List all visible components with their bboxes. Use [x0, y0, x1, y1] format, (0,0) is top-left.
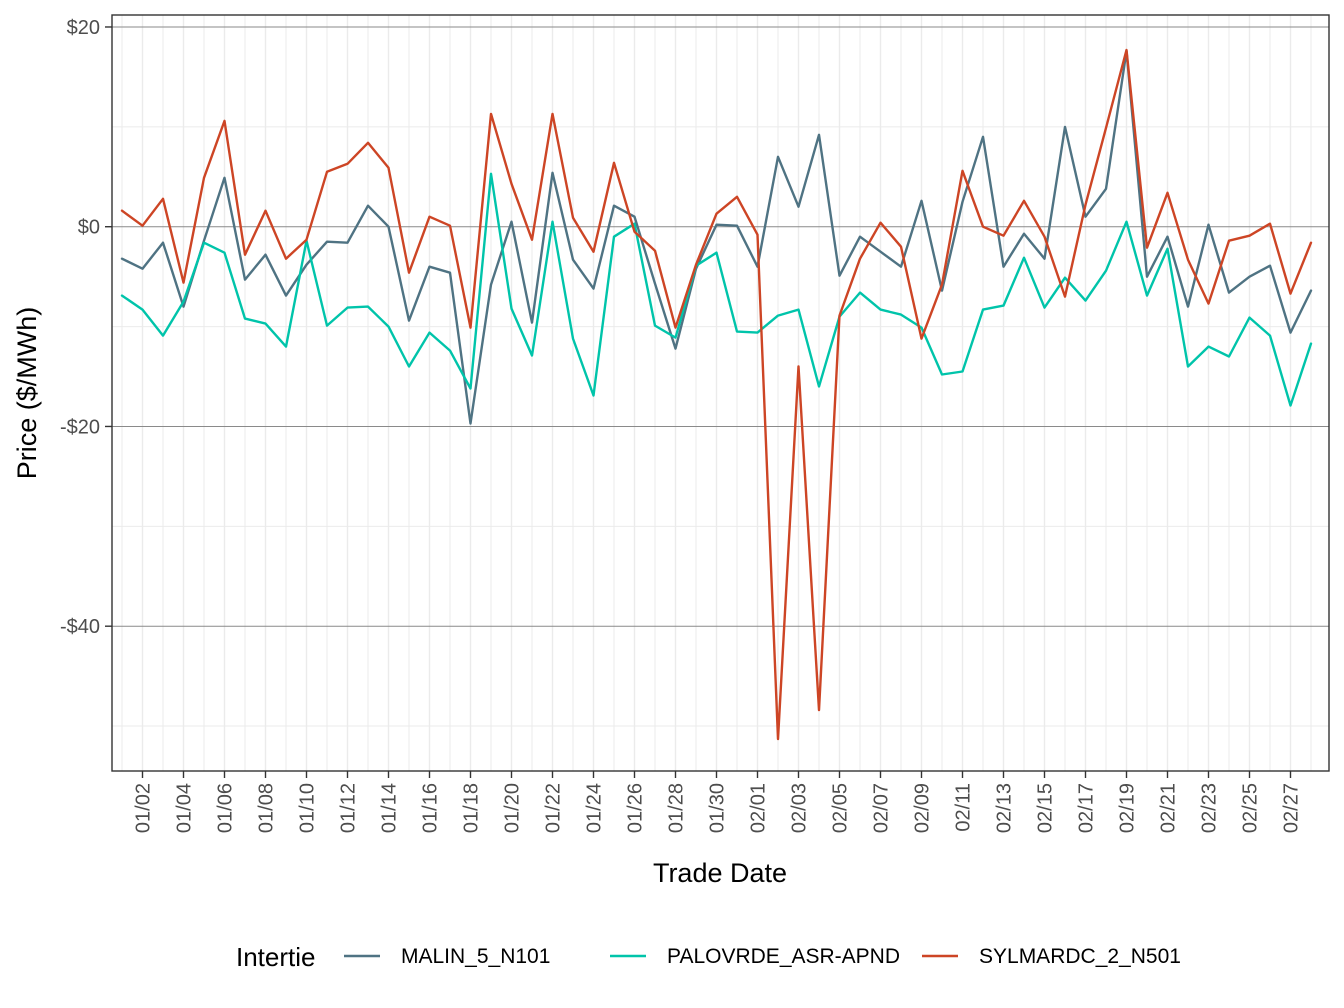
legend-label: PALOVRDE_ASR-APND [667, 945, 900, 968]
x-tick-label: 02/11 [953, 783, 975, 832]
series-lines [120, 48, 1313, 741]
x-axis-title: Trade Date [653, 858, 787, 888]
major-x-gridlines [141, 15, 1292, 771]
series-line-palovrde-asr-apnd [120, 172, 1313, 407]
x-tick-label: 02/03 [789, 783, 811, 833]
x-tick-label: 01/14 [379, 783, 401, 833]
y-tick-label: $0 [78, 217, 100, 239]
x-tick-label: 02/23 [1199, 783, 1221, 833]
x-tick-label: 01/28 [666, 783, 688, 833]
plot-border [111, 14, 1330, 772]
y-tick-label: -$20 [60, 416, 100, 438]
x-axis: 01/02 01/04 01/06 01/08 01/10 01/12 01/14 01/16… [133, 771, 1303, 833]
minor-x-gridlines [121, 15, 1312, 771]
y-tick-label: -$40 [60, 616, 100, 638]
x-tick-label: 01/04 [174, 783, 196, 833]
x-tick-label: 01/30 [707, 783, 729, 833]
x-tick-label: 02/17 [1076, 783, 1098, 833]
x-tick-label: 02/13 [994, 783, 1016, 833]
legend-label: SYLMARDC_2_N501 [979, 945, 1181, 968]
x-tick-label: 01/18 [461, 783, 483, 833]
x-tick-label: 02/15 [1035, 783, 1057, 833]
x-tick-label: 01/12 [338, 783, 360, 833]
x-tick-label: 02/19 [1117, 783, 1139, 833]
x-tick-label: 01/02 [133, 783, 155, 833]
x-tick-label: 01/24 [584, 783, 606, 833]
y-axis: $20 $0 -$20 -$40 [60, 17, 112, 638]
x-tick-label: 01/10 [297, 783, 319, 833]
x-tick-label: 02/27 [1281, 783, 1303, 833]
x-tick-label: 01/22 [543, 783, 565, 833]
x-tick-label: 02/01 [748, 783, 770, 833]
x-tick-label: 01/16 [420, 783, 442, 833]
plot-background [112, 15, 1329, 771]
x-tick-label: 01/06 [215, 783, 237, 833]
x-tick-label: 01/20 [502, 783, 524, 833]
y-tick-label: $20 [67, 17, 100, 39]
major-y-gridlines [112, 26, 1329, 627]
series-line-sylmardc-2-n501 [120, 48, 1313, 741]
x-tick-label: 01/26 [625, 783, 647, 833]
y-axis-title: Price ($/MWh) [12, 307, 42, 480]
legend-title: Intertie [236, 942, 316, 972]
x-tick-label: 01/08 [256, 783, 278, 833]
series-line-malin-5-n101 [120, 49, 1313, 425]
x-tick-label: 02/05 [830, 783, 852, 833]
legend: Intertie MALIN_5_N101 PALOVRDE_ASR-APND SY… [236, 942, 1181, 972]
x-tick-label: 02/09 [912, 783, 934, 833]
x-tick-label: 02/21 [1158, 783, 1180, 833]
x-tick-label: 02/07 [871, 783, 893, 833]
x-tick-label: 02/25 [1240, 783, 1262, 833]
legend-label: MALIN_5_N101 [401, 945, 550, 968]
